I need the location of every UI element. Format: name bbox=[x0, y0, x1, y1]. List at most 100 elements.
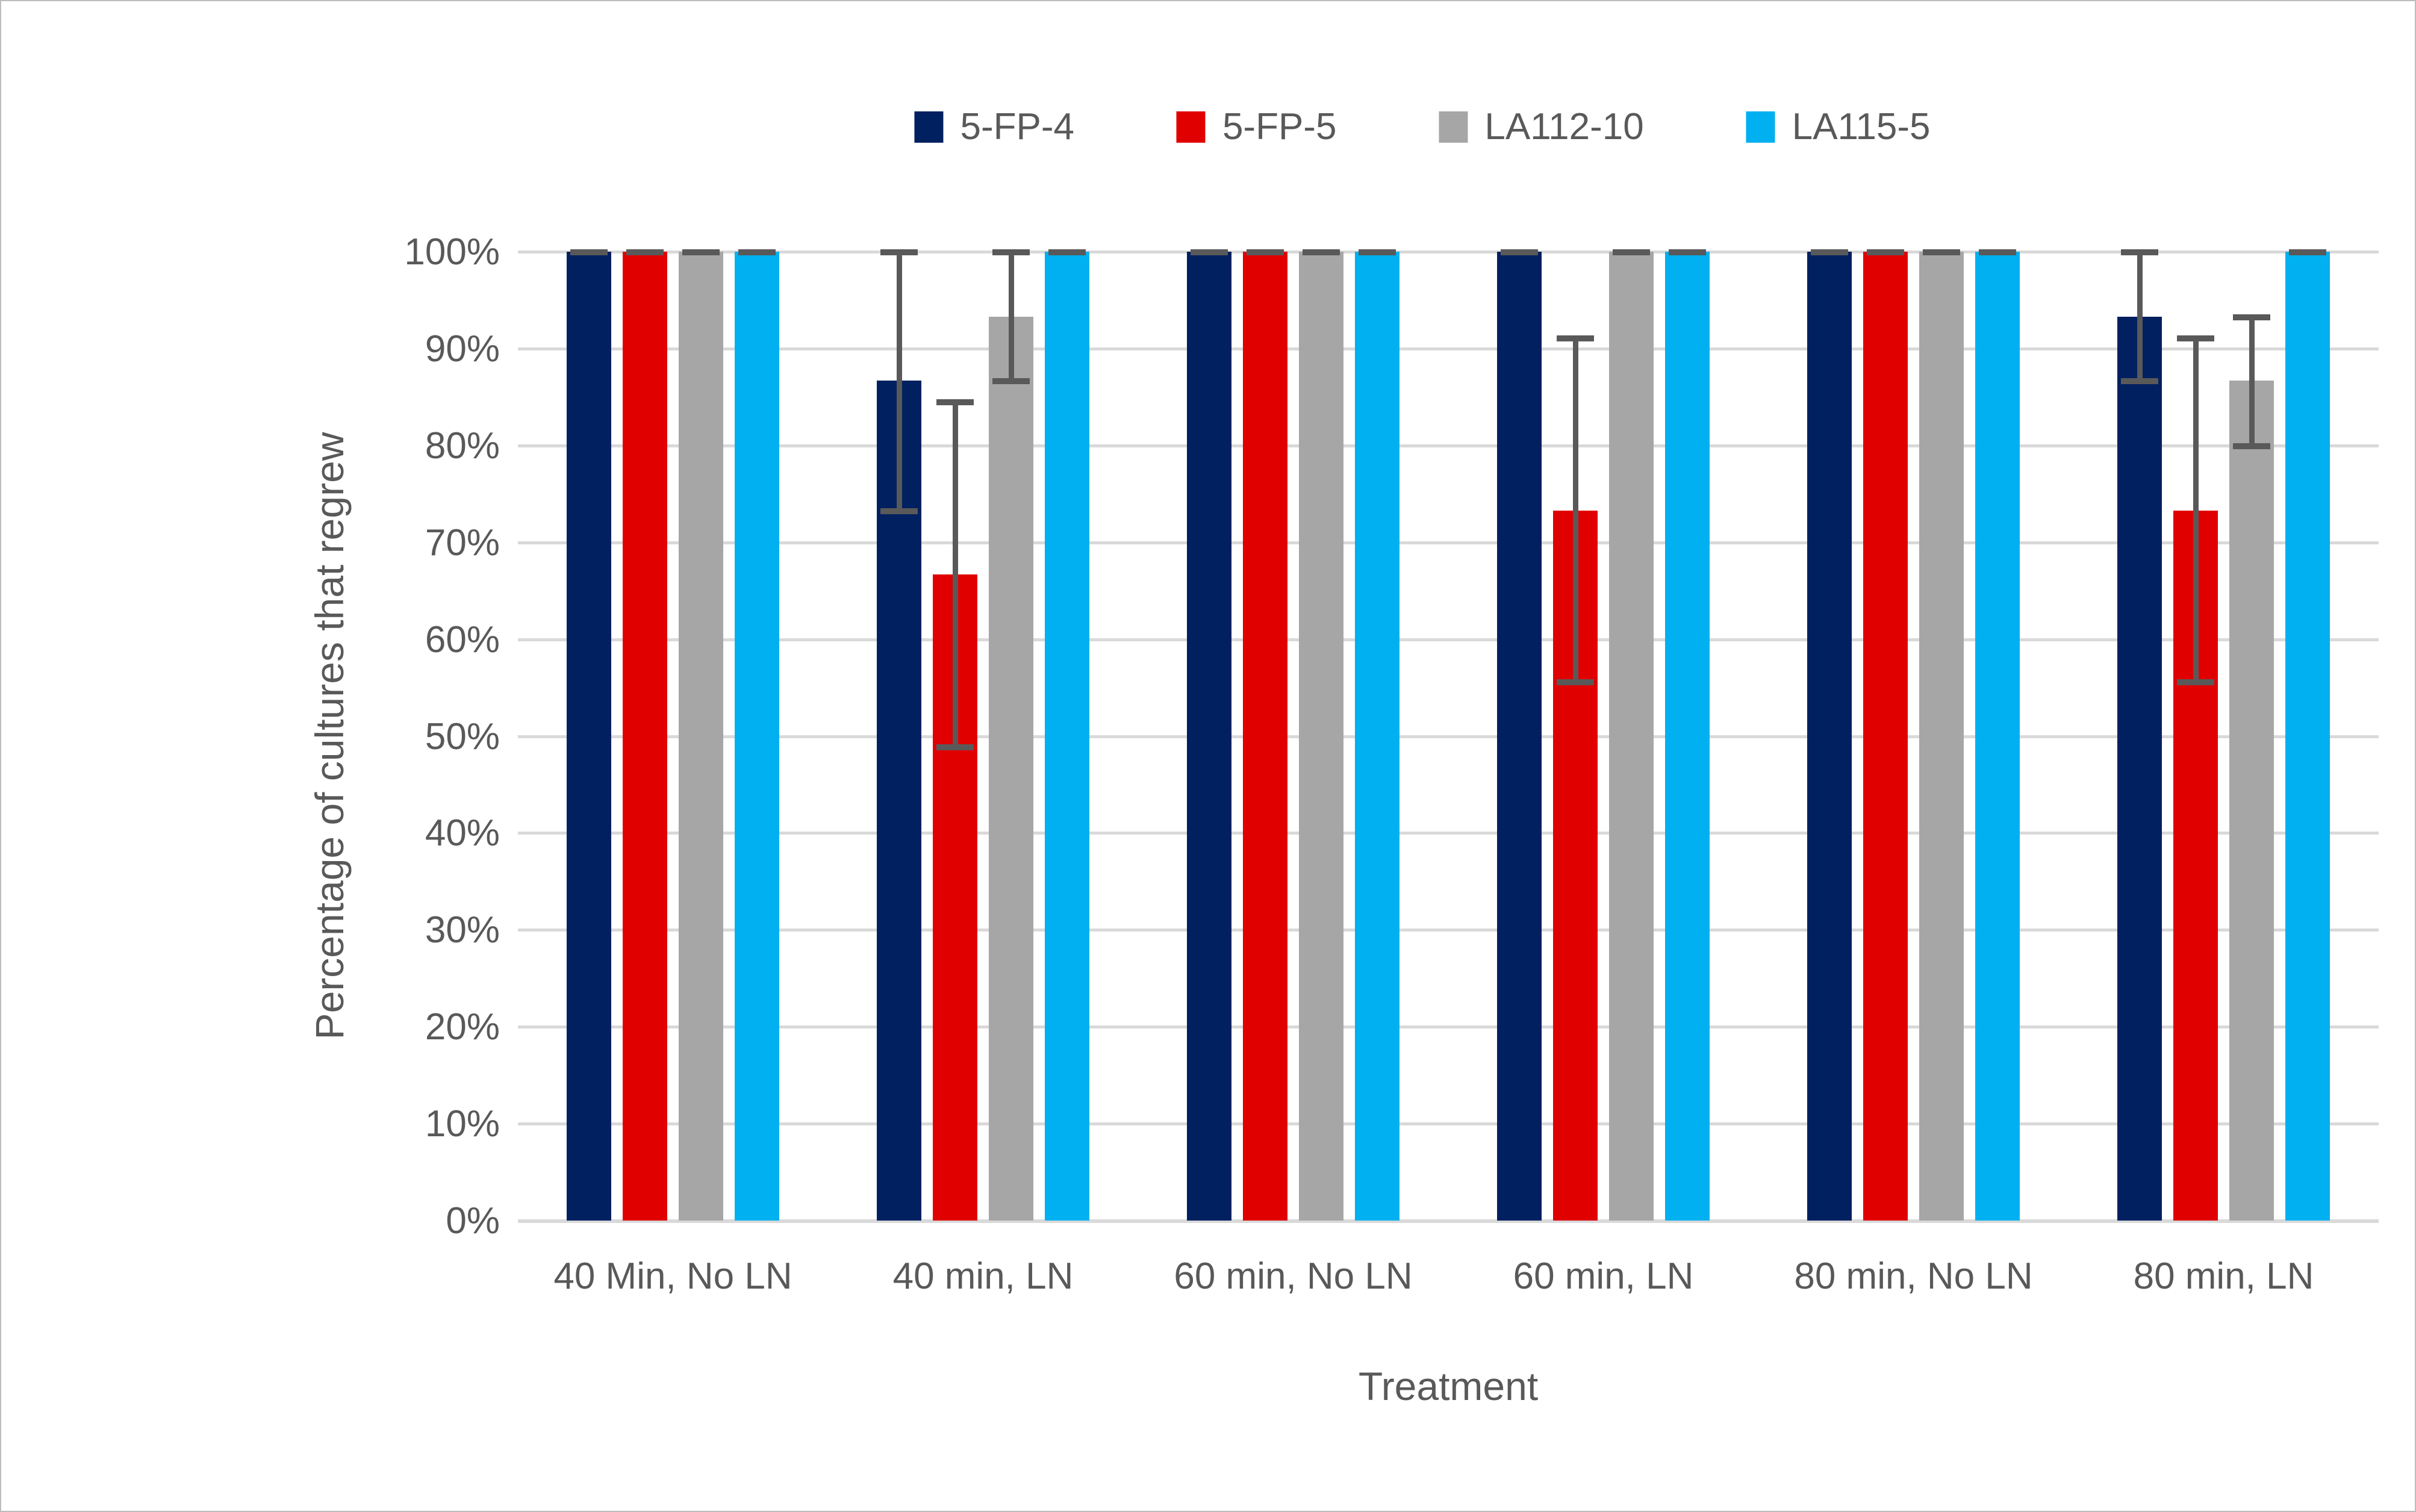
x-tick-label: 60 min, No LN bbox=[1174, 1255, 1413, 1297]
legend-item-LA115-5: LA115-5 bbox=[1746, 108, 1931, 146]
legend-item-5-FP-5: 5-FP-5 bbox=[1176, 106, 1337, 148]
error-bar-line bbox=[2137, 252, 2143, 381]
bar-LA112-10-60 min, No LN bbox=[1299, 252, 1343, 1221]
y-axis-title: Percentage of cultures that regrew bbox=[307, 432, 352, 1040]
gridline-90 bbox=[518, 347, 2379, 350]
error-bar-cap-top bbox=[936, 399, 974, 406]
legend-swatch-icon bbox=[914, 111, 944, 143]
bar-5-FP-4-40 min, LN bbox=[877, 380, 921, 1221]
legend: 5-FP-4 5-FP-5 LA112-10 LA115-5 bbox=[914, 106, 1931, 148]
legend-label: 5-FP-5 bbox=[1222, 106, 1337, 148]
error-bar-line bbox=[2193, 338, 2199, 682]
gridline-0 bbox=[518, 1219, 2379, 1223]
error-bar-cap-top bbox=[1613, 249, 1650, 255]
plot-area bbox=[518, 249, 2379, 1223]
y-tick-label: 80% bbox=[425, 425, 500, 467]
x-tick-label: 80 min, No LN bbox=[1794, 1255, 2033, 1297]
error-bar-line bbox=[1572, 338, 1578, 682]
legend-item-5-FP-4: 5-FP-4 bbox=[914, 108, 1074, 146]
error-bar-cap-top bbox=[2289, 249, 2326, 255]
error-bar-cap-top bbox=[1923, 249, 1960, 255]
y-tick-label: 50% bbox=[425, 715, 500, 758]
x-tick-label: 40 min, LN bbox=[892, 1255, 1074, 1297]
bar-LA115-5-60 min, No LN bbox=[1355, 252, 1399, 1221]
x-tick-label: 80 min, LN bbox=[2133, 1255, 2314, 1297]
x-tick-label: 60 min, LN bbox=[1513, 1255, 1694, 1297]
error-bar-cap-bottom bbox=[992, 378, 1030, 384]
error-bar-cap-top bbox=[1557, 335, 1594, 342]
error-bar-cap-top bbox=[1247, 249, 1284, 255]
y-tick-label: 70% bbox=[425, 521, 500, 564]
error-bar-cap-top bbox=[1979, 249, 2016, 255]
error-bar-line bbox=[896, 252, 902, 511]
error-bar-cap-bottom bbox=[936, 744, 974, 751]
y-tick-label: 0% bbox=[446, 1200, 500, 1242]
error-bar-cap-top bbox=[1669, 249, 1706, 255]
legend-label: LA115-5 bbox=[1792, 106, 1931, 148]
error-bar-cap-top bbox=[880, 249, 918, 255]
error-bar-cap-top bbox=[2121, 249, 2158, 255]
gridline-40 bbox=[518, 832, 2379, 835]
bar-LA115-5-40 min, LN bbox=[1045, 252, 1089, 1221]
error-bar-cap-top bbox=[1303, 249, 1340, 255]
bar-LA112-10-40 Min, No LN bbox=[679, 252, 723, 1221]
gridline-50 bbox=[518, 735, 2379, 738]
error-bar-line bbox=[2249, 316, 2255, 446]
bar-5-FP-5-40 Min, No LN bbox=[623, 252, 667, 1221]
y-tick-label: 90% bbox=[425, 328, 500, 370]
bar-LA115-5-60 min, LN bbox=[1665, 252, 1710, 1221]
legend-label: 5-FP-4 bbox=[960, 106, 1074, 148]
error-bar-cap-top bbox=[1811, 249, 1848, 255]
bar-5-FP-4-80 min, LN bbox=[2117, 316, 2162, 1221]
bar-LA112-10-80 min, LN bbox=[2229, 380, 2274, 1221]
error-bar-cap-top bbox=[626, 249, 664, 255]
error-bar-cap-bottom bbox=[880, 508, 918, 514]
bar-5-FP-4-80 min, No LN bbox=[1807, 252, 1852, 1221]
y-tick-label: 20% bbox=[425, 1006, 500, 1048]
error-bar-cap-top bbox=[1359, 249, 1396, 255]
legend-label: LA112-10 bbox=[1484, 106, 1644, 148]
gridline-60 bbox=[518, 638, 2379, 641]
bar-5-FP-4-60 min, No LN bbox=[1187, 252, 1231, 1221]
error-bar-cap-top bbox=[738, 249, 776, 255]
y-tick-label: 30% bbox=[425, 909, 500, 951]
bar-5-FP-5-60 min, No LN bbox=[1243, 252, 1287, 1221]
gridline-30 bbox=[518, 929, 2379, 932]
legend-swatch-icon bbox=[1176, 111, 1206, 143]
error-bar-cap-top bbox=[682, 249, 720, 255]
gridline-70 bbox=[518, 541, 2379, 544]
error-bar-cap-bottom bbox=[2233, 443, 2270, 449]
x-tick-label: 40 Min, No LN bbox=[553, 1255, 792, 1297]
error-bar-cap-top bbox=[1501, 249, 1538, 255]
error-bar-line bbox=[952, 402, 958, 747]
bar-LA115-5-80 min, No LN bbox=[1975, 252, 2020, 1221]
legend-item-LA112-10: LA112-10 bbox=[1439, 106, 1644, 148]
error-bar-line bbox=[1008, 252, 1014, 381]
error-bar-cap-bottom bbox=[2121, 378, 2158, 384]
error-bar-cap-top bbox=[570, 249, 608, 255]
bar-LA112-10-80 min, No LN bbox=[1919, 252, 1964, 1221]
y-tick-label: 60% bbox=[425, 618, 500, 661]
bar-5-FP-4-40 Min, No LN bbox=[567, 252, 611, 1221]
error-bar-cap-top bbox=[1191, 249, 1228, 255]
gridline-80 bbox=[518, 444, 2379, 447]
x-axis-title: Treatment bbox=[1358, 1364, 1539, 1408]
error-bar-cap-top bbox=[2177, 335, 2214, 342]
y-tick-label: 10% bbox=[425, 1103, 500, 1145]
error-bar-cap-top bbox=[992, 249, 1030, 255]
error-bar-cap-top bbox=[1867, 249, 1904, 255]
gridline-20 bbox=[518, 1025, 2379, 1029]
legend-swatch-icon bbox=[1746, 111, 1775, 143]
error-bar-cap-bottom bbox=[2177, 679, 2214, 686]
bar-LA115-5-40 Min, No LN bbox=[735, 252, 779, 1221]
bar-5-FP-4-60 min, LN bbox=[1497, 252, 1542, 1221]
bar-LA115-5-80 min, LN bbox=[2285, 252, 2330, 1221]
gridline-10 bbox=[518, 1122, 2379, 1126]
bar-LA112-10-60 min, LN bbox=[1609, 252, 1654, 1221]
error-bar-cap-top bbox=[2233, 314, 2270, 320]
error-bar-cap-top bbox=[1048, 249, 1086, 255]
bar-5-FP-5-80 min, No LN bbox=[1863, 252, 1908, 1221]
y-tick-label: 40% bbox=[425, 812, 500, 854]
y-tick-label: 100% bbox=[404, 231, 500, 273]
